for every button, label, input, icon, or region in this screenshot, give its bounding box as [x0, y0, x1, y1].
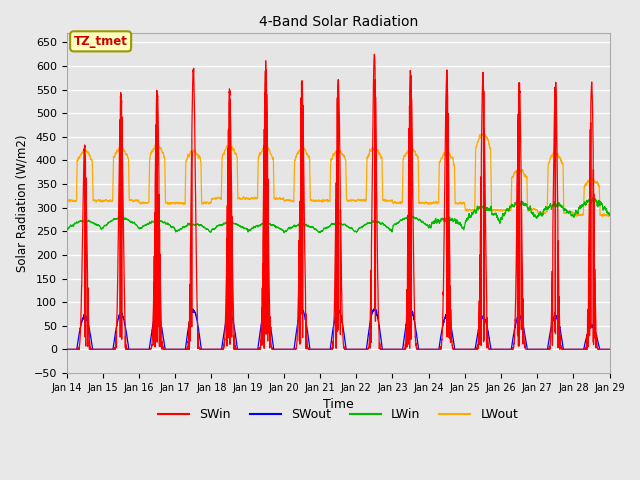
Title: 4-Band Solar Radiation: 4-Band Solar Radiation	[259, 15, 418, 29]
Legend: SWin, SWout, LWin, LWout: SWin, SWout, LWin, LWout	[153, 403, 523, 426]
Y-axis label: Solar Radiation (W/m2): Solar Radiation (W/m2)	[15, 134, 28, 272]
X-axis label: Time: Time	[323, 398, 353, 411]
Text: TZ_tmet: TZ_tmet	[74, 35, 127, 48]
